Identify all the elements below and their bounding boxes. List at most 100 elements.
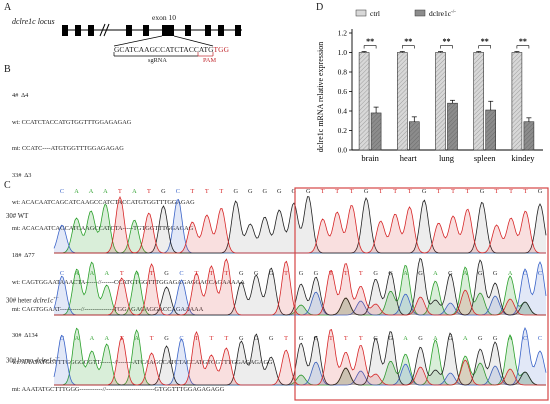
base-call-letter: A [433,335,438,342]
trace-fill-A [54,328,546,385]
significance-mark: ** [481,37,489,46]
base-call-letter: T [205,188,209,195]
exon-box [235,25,241,36]
base-call-letter: C [538,270,542,277]
alignment-line: mt: CCATC----ATGTGGTTTGGAGAGAG [12,145,124,153]
base-call-letter: G [314,335,319,342]
base-call-letter: T [209,270,213,277]
base-call-letter: A [403,270,408,277]
base-call-letter: G [277,188,282,195]
base-call-letter: C [60,188,64,195]
base-call-letter: G [478,270,483,277]
bar-ctrl [358,52,370,151]
base-call-letter: G [480,188,485,195]
trace-line-T [54,329,546,386]
exon-label: exon 10 [152,13,176,22]
base-call-letter: A [75,270,80,277]
base-call-letter: A [75,335,80,342]
break-mark [103,23,110,37]
base-call-letter: T [524,188,528,195]
base-call-letter: A [105,270,110,277]
base-call-letter: G [388,335,393,342]
legend-label-ko: dclre1c-/- [429,9,456,18]
trace-fill-G [54,196,546,253]
base-call-letter: G [248,188,253,195]
base-call-letter: A [89,188,94,195]
base-call-letter: T [495,188,499,195]
track-label-wt: 30# WT [6,213,29,220]
base-call-letter: A [74,188,79,195]
base-call-letter: C [60,270,64,277]
base-call-letter: T [379,188,383,195]
base-call-letter: G [448,270,453,277]
base-call-letter: G [448,335,453,342]
track-label-heter: 30# heter dclre1c+/- [6,295,59,305]
base-call-letter: T [219,188,223,195]
base-call-letter: A [90,335,95,342]
base-call-letter: A [463,335,468,342]
base-call-letter: G [161,188,166,195]
zoom-line [173,35,214,47]
x-tick-label: kindey [511,153,535,163]
alignment-line: 18# Δ77 [12,252,35,260]
base-call-letter: T [195,335,199,342]
base-call-letter: T [150,335,154,342]
base-call-letter: G [164,335,169,342]
pam-seq-text: TGG [213,45,230,54]
alignment-line: 30# Δ134 [12,332,38,340]
y-tick-label: 0.8 [338,68,348,77]
y-tick-label: 0.0 [338,146,348,155]
base-call-letter: A [433,270,438,277]
trace-line-A [54,327,546,386]
base-call-letter: T [224,335,228,342]
base-call-letter: G [422,188,427,195]
trace-fill-C [54,328,546,385]
base-call-letter: G [314,270,319,277]
expression-bar-chart: 0.0 0.2 0.4 0.6 0.8 1.0 1.2 ** brain ** heart ** lun… [316,9,543,163]
alignment-line: mt: CAGTGGAAT----------//--------------T… [12,305,203,313]
base-call-letter: T [190,188,194,195]
base-call-letter: A [105,335,110,342]
base-call-letter: T [359,335,363,342]
sgrna-sequence: GCATCAAGCCATCTACCATGTGG [114,45,229,54]
alignment-line: wt: CCATCTACCATGTGGTTTGGAGAGAG [12,118,132,126]
base-call-letter: A [508,335,513,342]
base-call-letter: T [150,270,154,277]
base-call-letter: C [179,270,183,277]
base-call-letter: T [451,188,455,195]
base-call-letter: C [176,188,180,195]
base-call-letter: T [509,188,513,195]
trace-fill-G [54,331,546,385]
base-call-letter: T [408,188,412,195]
exon-box [143,25,149,36]
base-call-letter: C [538,335,542,342]
alignment-line: wt: AAATATGCTTTGGGGGGTT-------//-------A… [12,359,273,366]
break-mark [99,23,106,37]
base-call-letter: G [269,270,274,277]
base-call-letter: G [263,188,268,195]
base-call-letter: T [437,188,441,195]
exon-box [62,25,68,36]
significance-mark: ** [404,37,412,46]
base-call-letter: A [90,270,95,277]
base-call-letter: G [418,270,423,277]
base-call-letter: G [493,335,498,342]
base-call-letter: G [239,270,244,277]
alignment-line: 4# Δ4 [12,91,29,99]
base-call-letter: A [103,188,108,195]
base-call-letter: G [306,188,311,195]
base-call-letter: G [269,335,274,342]
base-call-letter: T [147,188,151,195]
x-tick-label: lung [439,153,455,163]
base-call-letter: C [60,335,64,342]
base-call-letter: T [120,335,124,342]
legend-label-ctrl: ctrl [370,9,380,18]
bar-ctrl [511,52,523,151]
exon-box [75,25,81,36]
trace-fill-A [54,262,546,315]
base-call-letter: G [364,188,369,195]
y-tick-label: 1.0 [338,48,348,57]
base-call-letter: G [234,188,239,195]
base-call-letter: A [132,188,137,195]
base-call-letter: G [299,270,304,277]
